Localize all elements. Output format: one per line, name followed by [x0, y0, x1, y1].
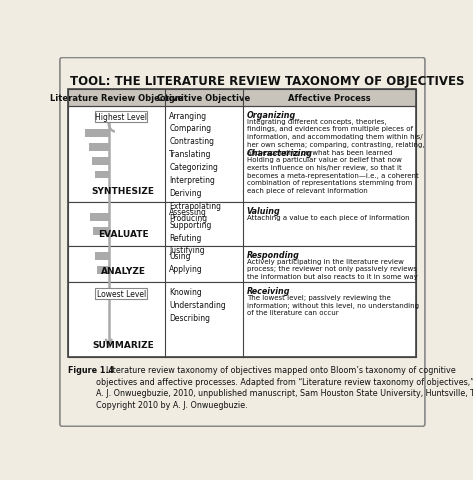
- Text: Lowest Level: Lowest Level: [96, 289, 146, 298]
- Bar: [95, 288, 148, 299]
- Text: Assessing
Supporting
Refuting
Justifying: Assessing Supporting Refuting Justifying: [169, 207, 211, 255]
- Bar: [97, 266, 109, 274]
- Text: Receiving: Receiving: [247, 287, 290, 296]
- Bar: [90, 214, 109, 221]
- Text: Cognitive Objective: Cognitive Objective: [158, 94, 251, 103]
- Text: Holding a particular value or belief that now
exerts influence on his/her review: Holding a particular value or belief tha…: [247, 157, 419, 193]
- Text: Arranging
Comparing
Contrasting
Translating
Categorizing
Interpreting
Deriving
E: Arranging Comparing Contrasting Translat…: [169, 111, 221, 223]
- Text: SUMMARIZE: SUMMARIZE: [92, 341, 154, 349]
- Bar: [93, 228, 109, 235]
- Bar: [69, 107, 416, 203]
- Bar: [92, 157, 109, 165]
- Text: Highest Level: Highest Level: [95, 113, 147, 122]
- Text: Figure 1.4: Figure 1.4: [69, 365, 114, 374]
- Text: Affective Process: Affective Process: [288, 94, 371, 103]
- Text: ANALYZE: ANALYZE: [101, 266, 146, 275]
- Bar: [69, 90, 416, 107]
- Bar: [95, 112, 148, 123]
- Text: Integrating different concepts, theories,
findings, and evidences from multiple : Integrating different concepts, theories…: [247, 118, 424, 155]
- Bar: [99, 290, 109, 297]
- Text: Literature Review Objective: Literature Review Objective: [50, 94, 184, 103]
- Text: Knowing
Understanding
Describing: Knowing Understanding Describing: [169, 288, 226, 322]
- Text: TOOL: THE LITERATURE REVIEW TAXONOMY OF OBJECTIVES: TOOL: THE LITERATURE REVIEW TAXONOMY OF …: [70, 74, 464, 87]
- Text: EVALUATE: EVALUATE: [98, 230, 149, 239]
- Bar: [95, 253, 109, 261]
- Bar: [69, 203, 416, 247]
- Bar: [95, 171, 109, 179]
- Bar: [88, 144, 109, 151]
- Bar: [69, 247, 416, 283]
- Bar: [86, 130, 109, 137]
- Text: Using
Applying: Using Applying: [169, 251, 203, 273]
- Text: The lowest level; passively reviewing the
information; without this level, no un: The lowest level; passively reviewing th…: [247, 294, 419, 316]
- Text: Characterizing: Characterizing: [247, 149, 313, 158]
- Bar: [69, 283, 416, 357]
- Bar: [69, 90, 416, 107]
- Text: Organizing: Organizing: [247, 110, 296, 120]
- Text: Valuing: Valuing: [247, 207, 280, 216]
- Text: Responding: Responding: [247, 251, 299, 260]
- Text: Actively participating in the literature review
process; the reviewer not only p: Actively participating in the literature…: [247, 258, 418, 280]
- Text: SYNTHESIZE: SYNTHESIZE: [92, 186, 155, 195]
- FancyBboxPatch shape: [60, 59, 425, 426]
- Text: Attaching a value to each piece of information: Attaching a value to each piece of infor…: [247, 215, 409, 220]
- Text: Literature review taxonomy of objectives mapped onto Bloom’s taxonomy of cogniti: Literature review taxonomy of objectives…: [96, 365, 473, 409]
- Bar: [69, 90, 416, 357]
